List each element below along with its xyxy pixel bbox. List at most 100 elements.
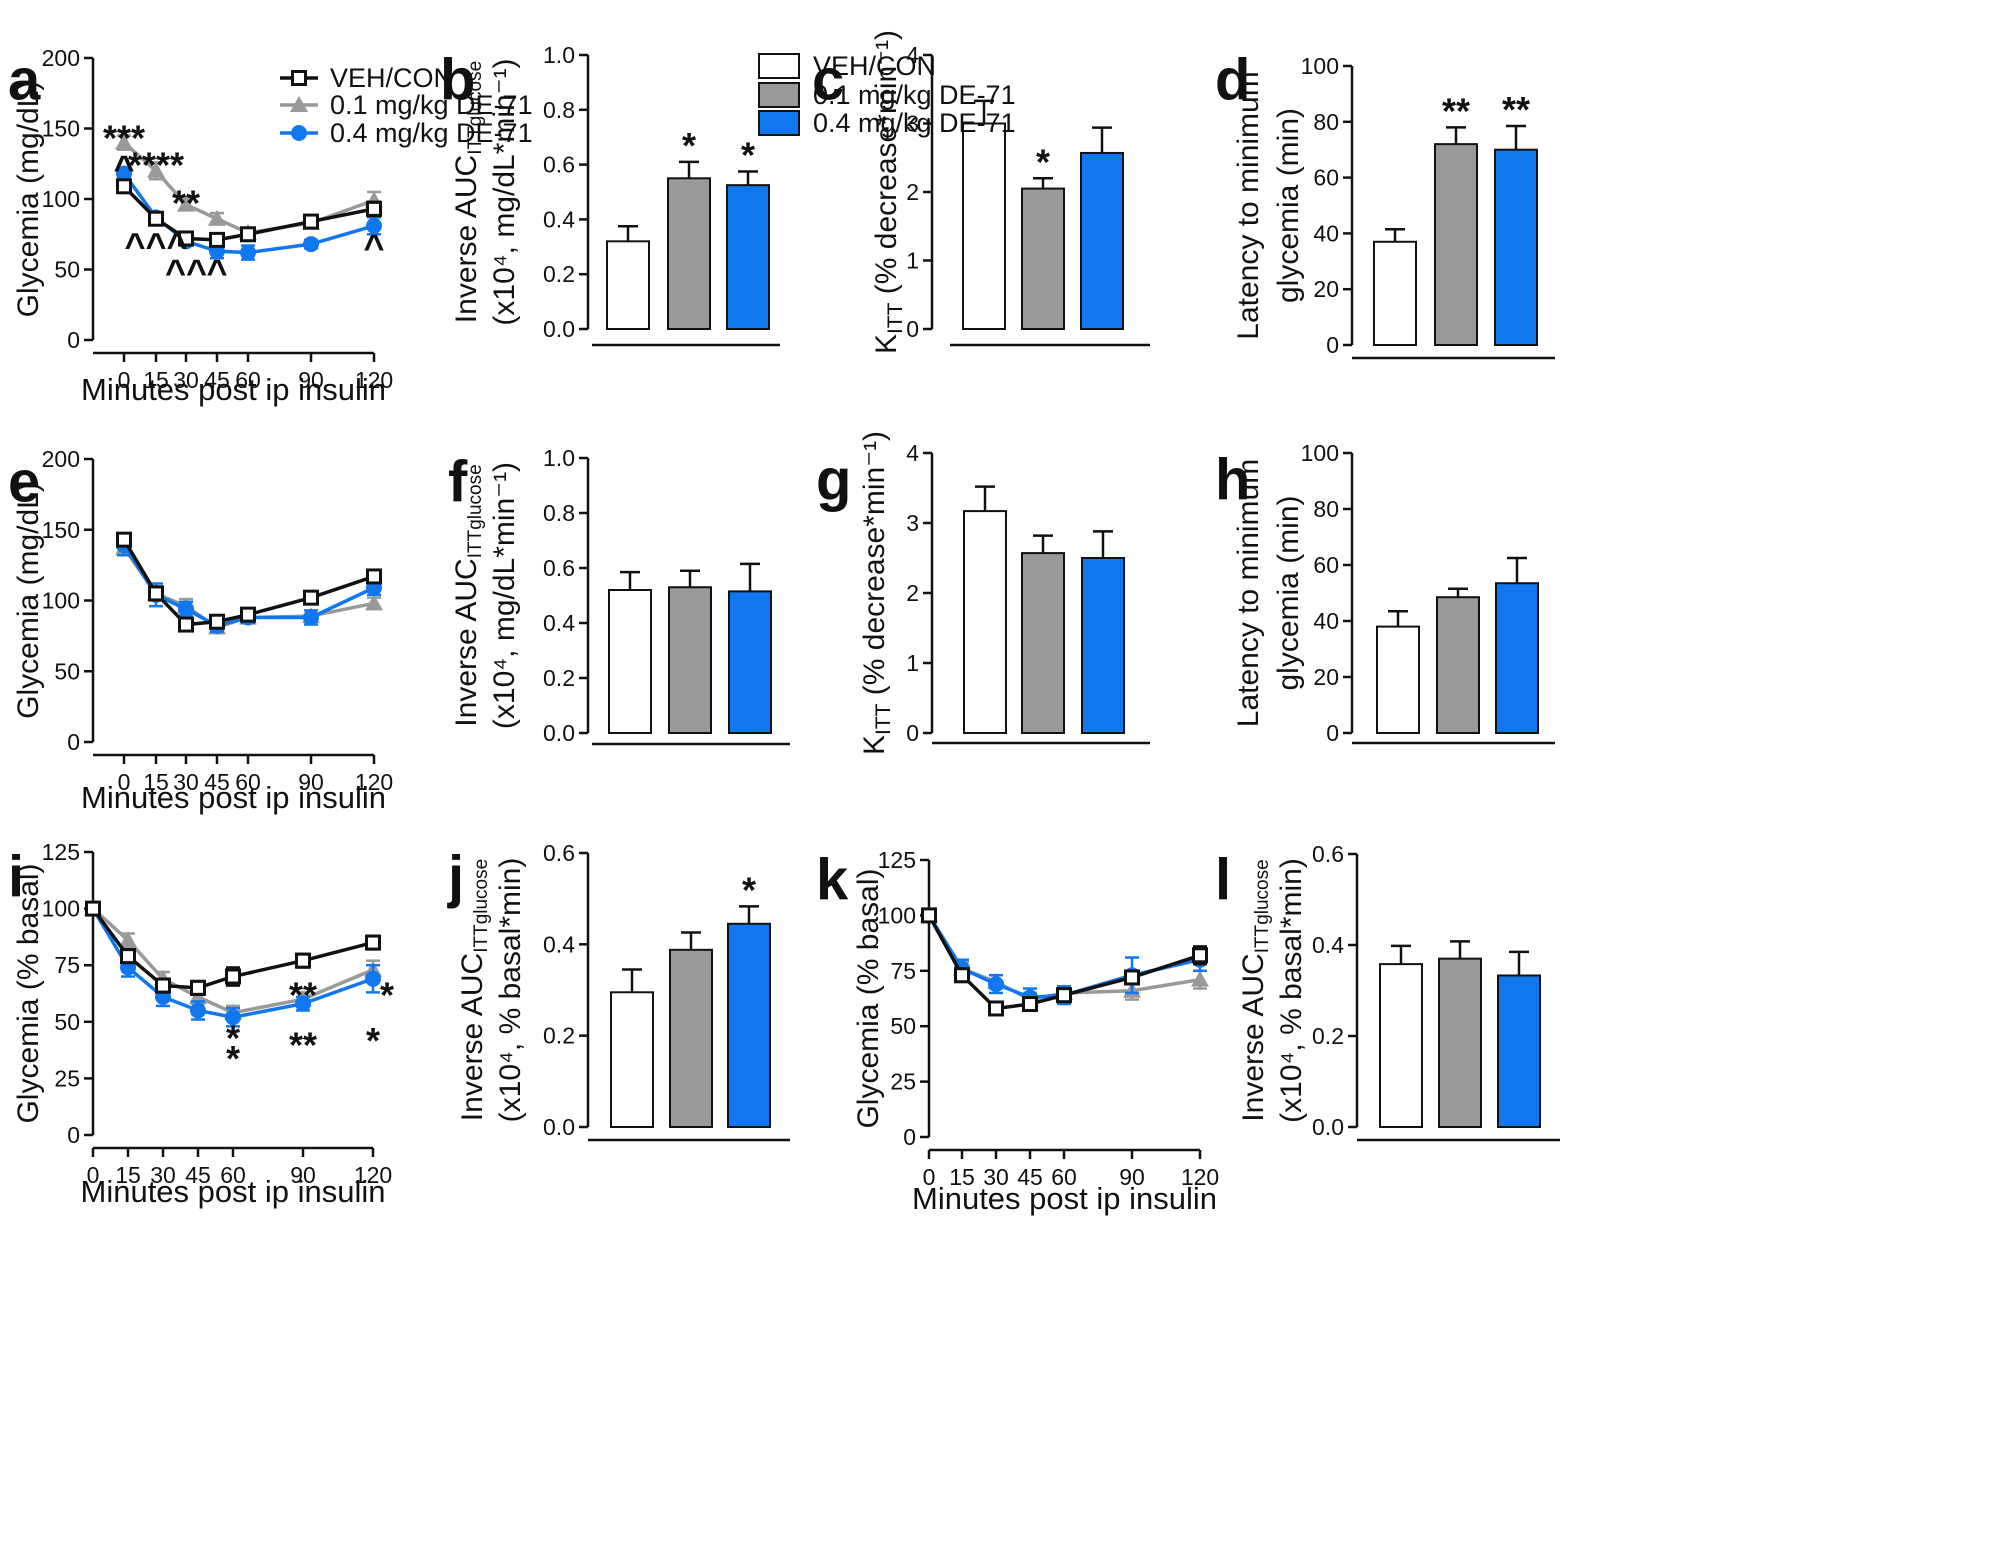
data-point-circle <box>366 217 382 234</box>
y-axis-title-main: Inverse AUC <box>450 558 483 726</box>
significance-mark: ^^^ <box>124 225 187 266</box>
data-point-square <box>1192 947 1208 964</box>
y-tick-label: 0 <box>67 1122 80 1148</box>
data-point-circle <box>988 976 1004 993</box>
y-tick-label: 0 <box>1326 332 1339 358</box>
y-tick-label: 80 <box>1313 109 1339 135</box>
significance-mark: ^^ <box>165 252 207 293</box>
y-tick-label: 200 <box>42 45 80 71</box>
y-tick-label: 50 <box>890 1013 916 1039</box>
data-point-triangle <box>115 133 133 150</box>
data-point-triangle <box>119 931 137 948</box>
data-point-square <box>303 589 319 606</box>
data-point-square <box>85 900 101 917</box>
legend-label: 0.1 mg/kg DE-71 <box>330 90 533 120</box>
significance-mark: **** <box>128 144 184 185</box>
bar-high <box>1494 148 1538 346</box>
data-point-square <box>209 231 225 248</box>
data-point-square <box>303 213 319 230</box>
y-tick-label: 0.0 <box>1312 1114 1344 1140</box>
y-axis-title-rest: (% decrease*min⁻¹) <box>858 431 891 704</box>
bar-high <box>726 184 770 330</box>
y-tick-label: 0 <box>906 316 919 342</box>
legend-entry-low: 0.1 mg/kg DE-71 <box>280 90 533 120</box>
x-tick-label: 15 <box>949 1164 975 1190</box>
legend-entry-veh: VEH/CON <box>758 51 936 81</box>
y-tick-label: 0.6 <box>543 840 575 866</box>
y-tick-label: 0.8 <box>543 500 575 526</box>
y-axis-title: Glycemia (% basal) <box>12 863 45 1123</box>
data-point-square <box>148 210 164 227</box>
legend-marker-triangle <box>290 96 308 112</box>
bar-veh <box>1376 625 1420 734</box>
data-point-circle <box>190 1002 206 1019</box>
legend-marker-square <box>291 70 307 86</box>
data-point-square <box>366 568 382 585</box>
data-point-circle <box>365 970 381 987</box>
x-tick-label: 60 <box>235 769 261 795</box>
x-axis-title: Minutes post ip insulin <box>81 372 386 407</box>
legend-label: 0.4 mg/kg DE-71 <box>813 108 1016 138</box>
data-point-square <box>921 907 937 924</box>
y-axis-title-sub: ITTglucose <box>465 464 486 558</box>
bar-low <box>1436 596 1480 735</box>
y-tick-label: 3 <box>906 510 919 536</box>
bar-veh <box>610 991 654 1128</box>
y-tick-label: 0.4 <box>543 931 575 957</box>
bar-high <box>1495 582 1539 735</box>
series-veh <box>921 907 1208 1017</box>
y-tick-label: 0.4 <box>543 610 575 636</box>
data-point-square <box>1022 996 1038 1013</box>
legend-entry-veh: VEH/CON <box>280 63 453 93</box>
y-tick-label: 125 <box>878 847 916 873</box>
data-point-square <box>1056 987 1072 1004</box>
y-axis-title-main: Inverse AUC <box>1237 953 1270 1121</box>
panel-k: k 0 25 50 75 100 125 0 15 30 45 60 90 120 Glycemia (% … <box>816 847 1219 1216</box>
y-axis-title-line2: glycemia (min) <box>1272 495 1305 690</box>
panel-letter-g: g <box>816 448 851 513</box>
y-tick-label: 1.0 <box>543 445 575 471</box>
bar-veh <box>606 240 650 331</box>
y-tick-label: 125 <box>42 839 80 865</box>
x-tick-label: 15 <box>143 769 169 795</box>
significance-mark: * <box>366 1020 380 1061</box>
panel-f: f 0.0 0.2 0.4 0.6 0.8 1.0 Inverse AUCITTglucose… <box>448 445 790 746</box>
x-tick-label: 15 <box>143 367 169 393</box>
y-tick-label: 1 <box>906 650 919 676</box>
bar-high <box>1080 151 1124 330</box>
significance-mark: ^ <box>113 147 134 188</box>
x-tick-label: 15 <box>115 1162 141 1188</box>
data-point-square <box>954 967 970 984</box>
panel-letter-b: b <box>440 48 475 113</box>
y-axis-title-main: K <box>858 735 891 755</box>
y-axis-title: Glycemia (mg/dL) <box>12 482 45 719</box>
x-tick-label: 30 <box>983 1164 1009 1190</box>
legend-entry-high: 0.4 mg/kg DE-71 <box>280 118 533 148</box>
x-tick-label: 0 <box>118 367 131 393</box>
y-axis-title: Glycemia (mg/dL) <box>12 81 45 318</box>
bar-veh <box>962 122 1006 330</box>
y-tick-label: 100 <box>1301 53 1339 79</box>
legend-swatch <box>758 53 800 79</box>
y-tick-label: 0 <box>906 720 919 746</box>
data-point-circle <box>303 609 319 626</box>
y-axis-title-line1: Inverse AUCITTglucose <box>456 859 492 1121</box>
data-point-triangle <box>177 195 195 212</box>
y-tick-label: 0 <box>903 1124 916 1150</box>
x-tick-label: 90 <box>290 1162 316 1188</box>
x-tick-label: 0 <box>87 1162 100 1188</box>
significance-mark: * <box>1036 141 1050 182</box>
bar-low <box>669 948 713 1129</box>
y-tick-label: 100 <box>42 896 80 922</box>
y-axis-title-line1: Inverse AUCITTglucose <box>450 464 486 726</box>
x-tick-label: 120 <box>354 1162 392 1188</box>
y-tick-label: 0.0 <box>543 316 575 342</box>
x-tick-label: 0 <box>118 769 131 795</box>
panel-i: i 0 25 50 75 100 125 0 15 30 45 60 90 120 Glycemia (% … <box>8 839 394 1209</box>
bar-low <box>1438 957 1482 1129</box>
y-tick-label: 2 <box>906 179 919 205</box>
data-point-square <box>120 948 136 965</box>
y-tick-label: 1 <box>906 248 919 274</box>
x-axis-title: Minutes post ip insulin <box>912 1181 1217 1216</box>
